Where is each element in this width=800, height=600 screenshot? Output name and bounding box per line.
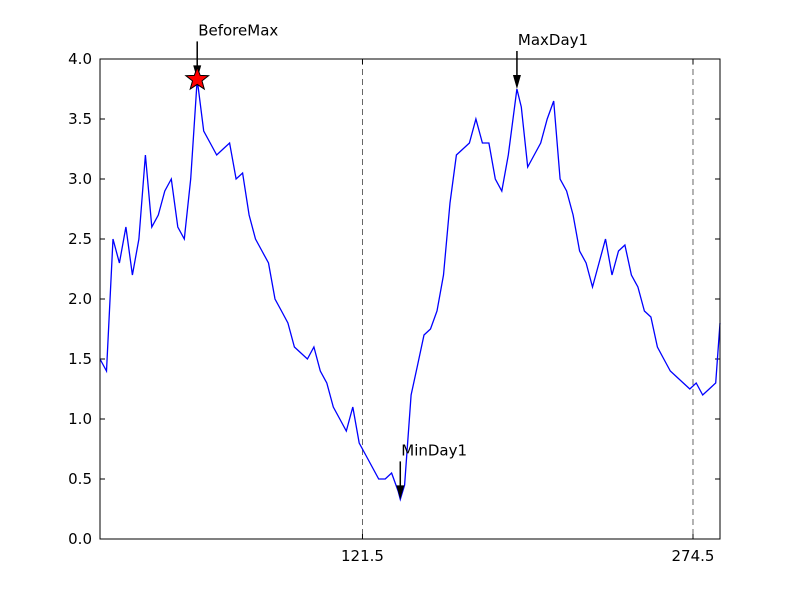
annotation-arrowhead	[396, 485, 405, 500]
y-tick-label: 1.0	[68, 410, 92, 428]
annotation-label: MaxDay1	[518, 31, 588, 49]
annotation-label: BeforeMax	[198, 21, 278, 39]
highlight-marker	[184, 65, 210, 91]
annotation-label: MinDay1	[401, 441, 467, 459]
line	[99, 79, 721, 502]
x-tick-label: 274.5	[672, 547, 715, 565]
y-tick-label: 0.0	[68, 530, 92, 548]
y-tick-label: 1.5	[68, 350, 92, 368]
y-tick-label: 0.5	[68, 470, 92, 488]
x-tick-label: 121.5	[341, 547, 384, 565]
y-tick-label: 2.5	[68, 230, 92, 248]
y-tick-label: 3.5	[68, 110, 92, 128]
annotation-arrowhead	[512, 75, 521, 89]
y-tick-label: 2.0	[68, 290, 92, 308]
y-tick-label: 4.0	[68, 50, 92, 68]
plot-frame	[99, 58, 721, 540]
y-tick-label: 3.0	[68, 170, 92, 188]
